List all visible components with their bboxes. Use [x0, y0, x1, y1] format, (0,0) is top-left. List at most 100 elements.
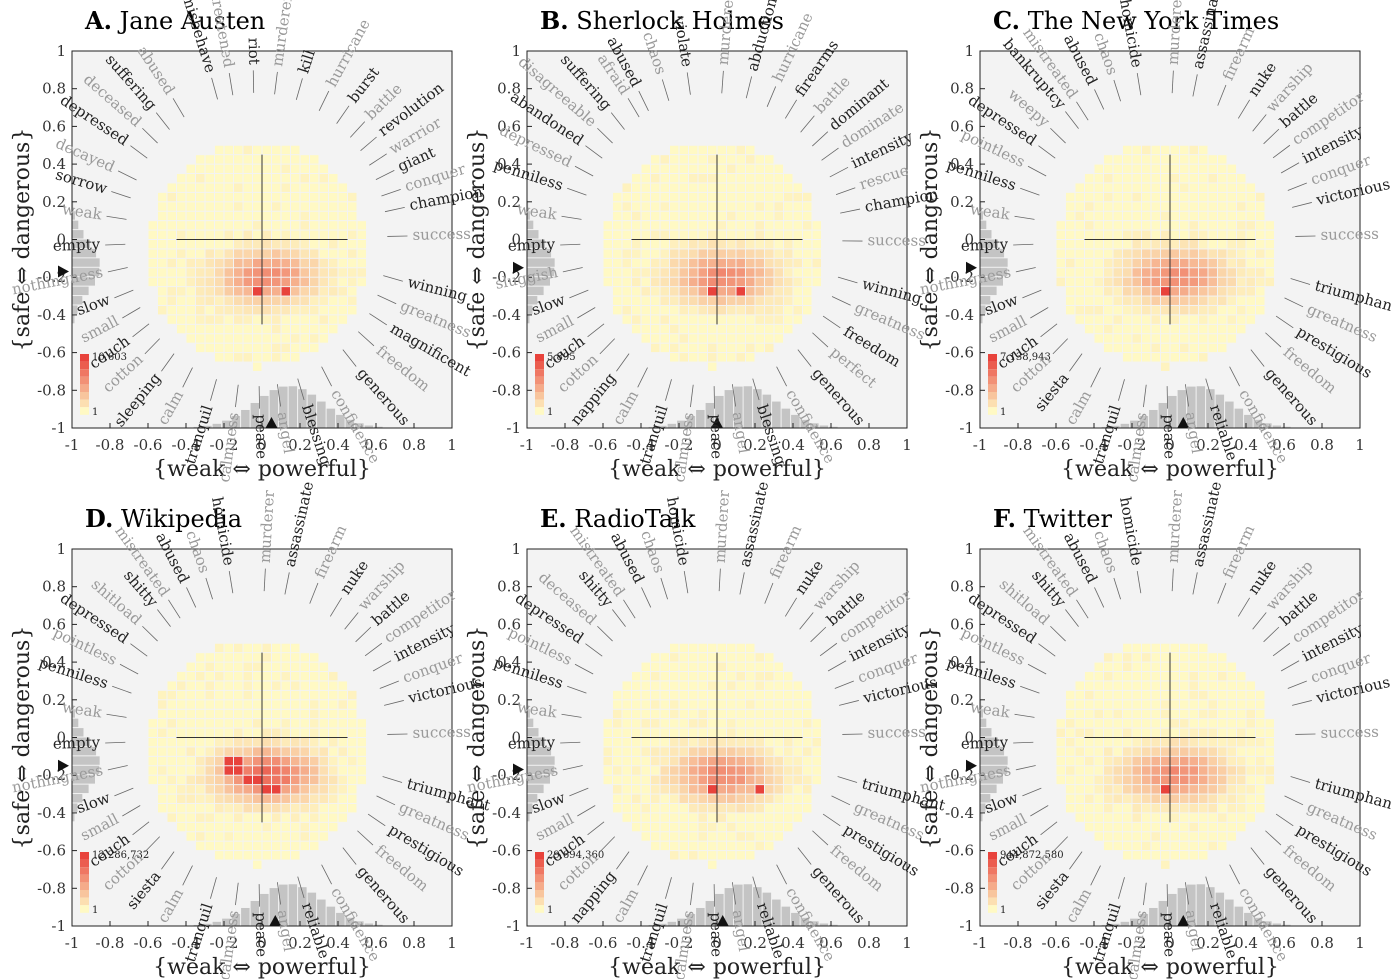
heatmap-cell	[1256, 738, 1265, 747]
heatmap-cell	[281, 268, 290, 277]
panel-4: D. Wikipedia-1 -0.8 -0.6 -0.4 -0.2 0 0.2 0.4 0.6…	[10, 480, 492, 979]
heatmap-cell	[272, 690, 281, 700]
y-tick-label: -0.6	[945, 344, 974, 362]
heatmap-cell	[765, 258, 774, 268]
heatmap-cell	[1256, 756, 1265, 766]
heatmap-cell	[1227, 719, 1236, 728]
heatmap-cell	[1056, 230, 1065, 239]
heatmap-cell	[272, 766, 281, 775]
heatmap-cell	[1151, 728, 1160, 737]
heatmap-cell	[708, 709, 717, 719]
leader-line	[764, 582, 774, 604]
heatmap-cell	[622, 785, 631, 794]
heatmap-cell	[262, 240, 271, 249]
heatmap-cell	[698, 353, 707, 362]
heatmap-cell	[784, 287, 793, 296]
heatmap-cell	[717, 662, 726, 672]
heatmap-cell	[186, 249, 195, 258]
heatmap-cell	[272, 353, 281, 362]
heatmap-cell	[215, 803, 224, 813]
heatmap-cell	[215, 324, 224, 334]
heatmap-cell	[660, 268, 669, 277]
heatmap-cell	[262, 728, 271, 737]
heatmap-cell	[262, 813, 271, 822]
heatmap-cell	[1189, 240, 1198, 249]
heatmap-cell	[272, 653, 281, 662]
heatmap-cell	[1113, 747, 1122, 756]
leader-line	[297, 378, 305, 401]
heatmap-cell	[1085, 174, 1094, 183]
heatmap-cell	[272, 672, 281, 681]
heatmap-cell	[300, 832, 309, 841]
y-marginal-bar	[72, 784, 89, 794]
colorbar-swatch	[535, 384, 544, 392]
heatmap-cell	[755, 775, 764, 785]
leader-line	[1252, 612, 1267, 630]
heatmap-cell	[670, 775, 679, 785]
heatmap-cell	[765, 709, 774, 719]
heatmap-cell	[1218, 221, 1227, 230]
y-marginal-bar	[980, 248, 1005, 258]
heatmap-cell	[1151, 672, 1160, 681]
heatmap-cell	[1189, 230, 1198, 239]
heatmap-cell	[632, 747, 641, 756]
heatmap-cell	[291, 296, 300, 305]
heatmap-cell	[708, 268, 717, 277]
heatmap-cell	[1170, 766, 1179, 775]
heatmap-cell	[158, 785, 167, 794]
heatmap-cell	[765, 653, 774, 662]
heatmap-cell	[641, 662, 650, 672]
heatmap-cell	[1075, 700, 1084, 709]
x-tick-label: 0.8	[402, 436, 426, 454]
heatmap-cell	[1189, 775, 1198, 785]
heatmap-cell	[1142, 643, 1151, 653]
leader-line	[321, 366, 332, 387]
heatmap-cell	[727, 287, 736, 296]
heatmap-cell	[1246, 240, 1255, 249]
heatmap-cell	[1227, 681, 1236, 690]
heatmap-cell	[1075, 192, 1084, 202]
heatmap-cell	[1142, 851, 1151, 860]
heatmap-cell	[272, 794, 281, 803]
heatmap-cell	[1094, 334, 1103, 343]
heatmap-cell	[177, 221, 186, 230]
heatmap-cell	[1085, 296, 1094, 305]
heatmap-cell	[679, 766, 688, 775]
leader-line	[1050, 625, 1066, 642]
heatmap-cell	[224, 662, 233, 672]
heatmap-cell	[698, 766, 707, 775]
heatmap-cell	[272, 738, 281, 747]
heatmap-cell	[253, 230, 262, 239]
heatmap-cell	[679, 785, 688, 794]
heatmap-cell	[1151, 240, 1160, 249]
y-tick-label: 1	[964, 540, 974, 558]
heatmap-cell	[158, 709, 167, 719]
heatmap-cell	[603, 738, 612, 747]
heatmap-cell	[177, 277, 186, 287]
heatmap-cell	[1227, 192, 1236, 202]
heatmap-cell	[177, 709, 186, 719]
heatmap-cell	[234, 719, 243, 728]
heatmap-cell	[234, 728, 243, 737]
heatmap-cell	[1237, 202, 1246, 211]
heatmap-cell	[224, 643, 233, 653]
heatmap-cell	[234, 841, 243, 851]
heatmap-cell	[1142, 738, 1151, 747]
x-tick-label: 0.8	[857, 934, 881, 952]
heatmap-cell	[338, 738, 347, 747]
heatmap-cell	[793, 681, 802, 690]
heatmap-cell	[1246, 315, 1255, 324]
leader-line	[834, 680, 854, 689]
heatmap-cell	[1161, 155, 1170, 164]
heatmap-cell	[1256, 258, 1265, 268]
heatmap-cell	[755, 681, 764, 690]
heatmap-cell	[1123, 183, 1132, 192]
heatmap-cell	[708, 202, 717, 211]
heatmap-cell	[1161, 164, 1170, 174]
heatmap-cell	[291, 785, 300, 794]
y-tick-label: 0	[56, 231, 66, 249]
heatmap-cell	[1056, 240, 1065, 249]
heatmap-cell	[803, 785, 812, 794]
heatmap-cell	[1085, 766, 1094, 775]
